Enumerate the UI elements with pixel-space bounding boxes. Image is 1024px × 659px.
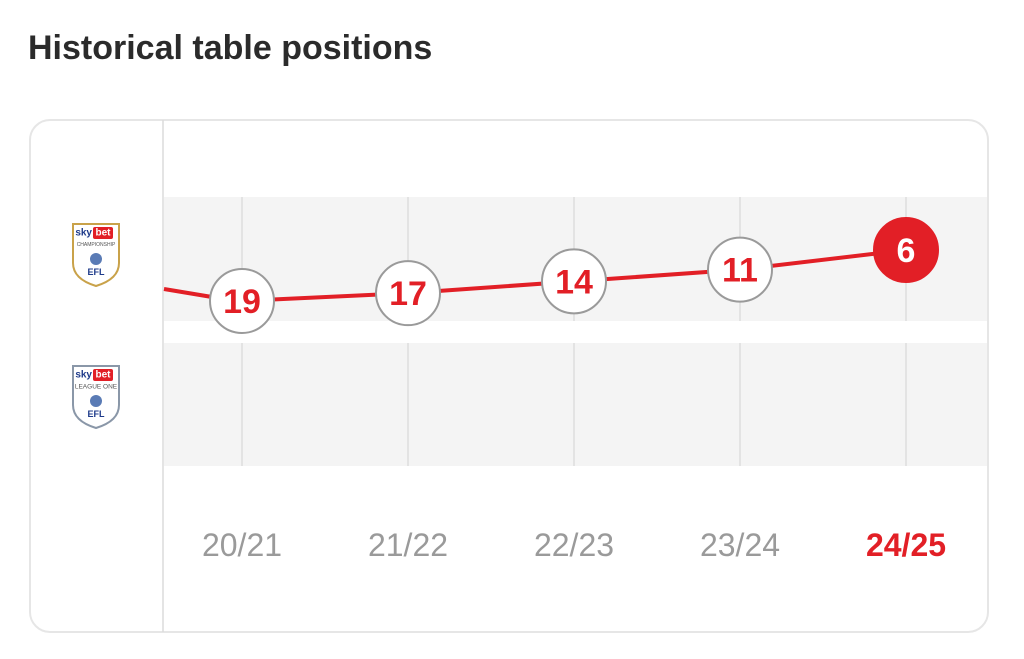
logo-ball [90,253,102,265]
band [164,343,987,466]
x-tick-label: 20/21 [202,527,282,563]
point [541,248,607,315]
logo-bet: bet [96,228,112,239]
logo-bet-bg [93,227,113,239]
point [873,217,939,284]
data-label: 11 [722,252,758,290]
league-logo: sky bet LEAGUE ONE EFL [72,365,120,430]
logo-sky: sky [75,370,92,381]
logo-name: LEAGUE ONE [75,384,118,391]
logo-sky: sky [75,228,92,239]
plot: 20/21 21/22 22/23 23/24 24/25 19 17 14 11 6 [202,217,946,563]
logo-org: EFL [88,267,106,277]
logo-bet-bg [93,369,113,381]
title: Historical table positions [28,29,432,67]
logo-ball [90,395,102,407]
logo-bet: bet [96,370,112,381]
data-label: 14 [555,263,593,301]
data-label: 19 [223,283,261,321]
data-label: 17 [389,275,427,313]
data-label: 6 [897,232,916,270]
logo-name: CHAMPIONSHIP [77,242,116,248]
point [209,267,275,334]
logo-org: EFL [88,409,106,419]
point [707,236,773,303]
x-tick-label: 24/25 [866,527,946,563]
x-tick-label: 22/23 [534,527,614,563]
x-tick-label: 21/22 [368,527,448,563]
league-logo: sky bet CHAMPIONSHIP EFL [72,223,120,288]
point [375,260,441,327]
x-tick-label: 23/24 [700,527,780,563]
